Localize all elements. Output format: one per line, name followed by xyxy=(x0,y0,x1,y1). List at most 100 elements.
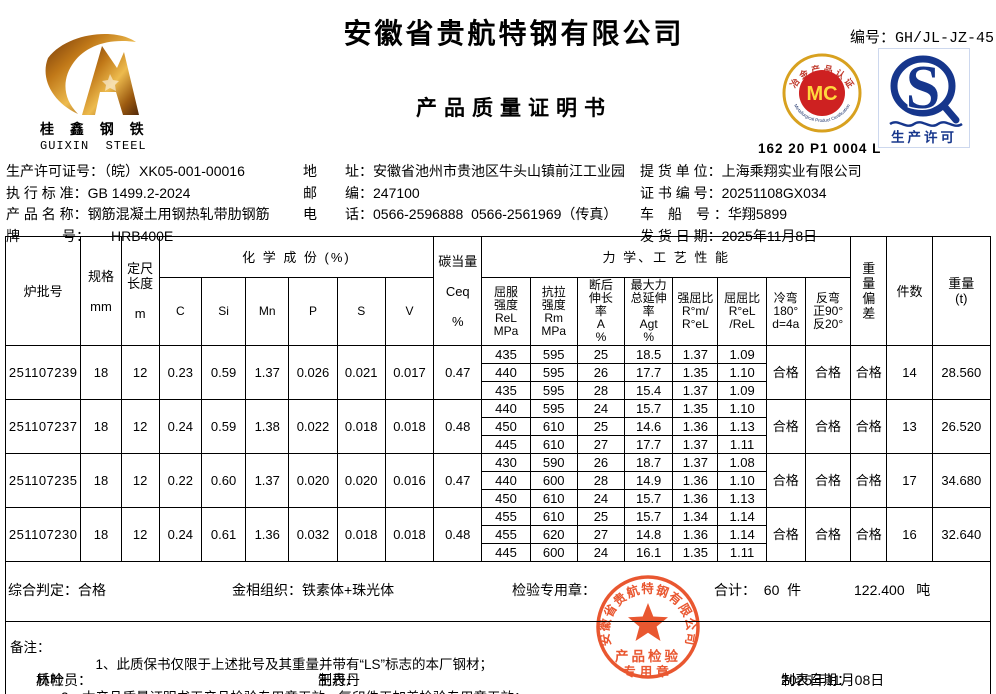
doc-number-value: GH/JL-JZ-45 xyxy=(895,30,995,47)
mech-value: 1.36 xyxy=(672,489,719,508)
chem-si: 0.59 xyxy=(200,345,247,400)
mech-value: 440 xyxy=(481,471,531,490)
mech-value: 1.14 xyxy=(717,525,767,544)
table-row: 251107230 18 12 0.24 0.61 1.36 0.032 0.0… xyxy=(4,507,992,562)
chem-si: 0.61 xyxy=(200,507,247,562)
header-mechanical-group: 力 学、工 艺 性 能 xyxy=(481,236,852,278)
rebend-result: 合格 xyxy=(804,507,852,562)
header-length: 定尺 长度 m xyxy=(120,236,160,346)
mech-value: 450 xyxy=(481,417,531,436)
total-pieces: 合计： 60 件 xyxy=(714,582,802,598)
cold-bend-result: 合格 xyxy=(765,453,806,508)
mech-value: 27 xyxy=(576,525,626,544)
mech-value: 440 xyxy=(481,399,531,418)
header-spec: 规格 mm xyxy=(80,236,122,346)
mech-value: 14.9 xyxy=(624,471,674,490)
mech-value: 455 xyxy=(481,507,531,526)
company-title: 安徽省贵航特钢有限公司 xyxy=(343,19,685,50)
pieces-value: 17 xyxy=(886,453,933,508)
chem-mn: 1.36 xyxy=(245,507,290,562)
header-c: C xyxy=(158,277,202,346)
table-header-row-2: C Si Mn P S V 屈服 强度 ReL MPa 抗拉 强度 Rm MPa… xyxy=(6,277,991,346)
info-standard: 执 行 标 准：GB 1499.2-2024 xyxy=(6,184,191,201)
mech-value: 1.08 xyxy=(717,453,767,472)
mech-value: 1.34 xyxy=(672,507,719,526)
chem-p: 0.026 xyxy=(288,345,338,400)
chem-si: 0.59 xyxy=(200,399,247,454)
mech-value: 430 xyxy=(481,453,531,472)
mech-value: 26 xyxy=(576,453,626,472)
mech-value: 440 xyxy=(481,363,531,382)
table-row: 251107239 18 12 0.23 0.59 1.37 0.026 0.0… xyxy=(4,345,992,400)
chem-s: 0.018 xyxy=(336,507,386,562)
table-header-row-1: 炉批号 规格 mm 定尺 长度 m 化 学 成 份 (%) 碳当量 Ceq % … xyxy=(4,236,992,346)
chem-s: 0.018 xyxy=(336,399,386,454)
mech-value: 1.36 xyxy=(672,525,719,544)
header-agt: 最大力 总延伸 率 Agt % xyxy=(624,277,674,346)
header-rm: 抗拉 强度 Rm MPa xyxy=(529,277,578,346)
header-ratio1: 强屈比 R°m/ R°eL xyxy=(672,277,719,346)
spec-value: 18 xyxy=(80,345,122,400)
ceq-value: 0.47 xyxy=(433,453,483,508)
mech-value: 610 xyxy=(529,507,578,526)
info-cert-number: 证 书 编 号：20251108GX034 xyxy=(640,184,827,201)
weight-dev-result: 合格 xyxy=(850,399,888,454)
mech-value: 26 xyxy=(576,363,626,382)
chem-mn: 1.37 xyxy=(245,345,290,400)
table-row: 251107237 18 12 0.24 0.59 1.38 0.022 0.0… xyxy=(4,399,992,454)
document-title: 产品质量证明书 xyxy=(416,96,612,120)
chem-v: 0.018 xyxy=(384,507,435,562)
mech-value: 595 xyxy=(529,345,578,364)
header-si: Si xyxy=(200,277,247,346)
mech-value: 1.35 xyxy=(672,363,719,382)
mech-value: 14.6 xyxy=(624,417,674,436)
logo-cn-text: 桂 鑫 钢 铁 xyxy=(40,121,150,137)
mech-value: 25 xyxy=(576,417,626,436)
heat-number: 251107235 xyxy=(4,453,82,508)
ceq-value: 0.48 xyxy=(433,507,483,562)
qs-logo-icon: S 生产许可 xyxy=(878,48,970,148)
mech-value: 610 xyxy=(529,435,578,454)
header-heat: 炉批号 xyxy=(4,236,82,346)
chem-p: 0.032 xyxy=(288,507,338,562)
length-value: 12 xyxy=(120,453,160,508)
header-a: 断后 伸长 率 A % xyxy=(576,277,626,346)
mech-value: 24 xyxy=(576,543,626,562)
mech-value: 14.8 xyxy=(624,525,674,544)
mc-certification-logo: 冶 金 产 品 认 证 Metallurgical Product Certif… xyxy=(779,48,865,143)
header-weight: 重量 (t) xyxy=(931,236,992,346)
weight-dev-result: 合格 xyxy=(850,345,888,400)
header-ceq: 碳当量 Ceq % xyxy=(433,236,483,346)
table-row: 455 620 27 14.8 1.36 1.14 xyxy=(6,525,991,544)
pieces-value: 14 xyxy=(886,345,933,400)
svg-text:产品检验: 产品检验 xyxy=(615,648,681,664)
ceq-value: 0.47 xyxy=(433,345,483,400)
doc-number-label: 编号： xyxy=(850,29,896,46)
mech-value: 610 xyxy=(529,417,578,436)
mech-value: 27 xyxy=(576,435,626,454)
chem-p: 0.022 xyxy=(288,399,338,454)
length-value: 12 xyxy=(120,507,160,562)
heat-number: 251107230 xyxy=(4,507,82,562)
info-postcode: 邮 编：247100 xyxy=(303,184,420,201)
notes-lines: 1、此质保书仅限于上述批号及其重量并带有“LS”标志的本厂钢材； 2、本产品质量… xyxy=(51,640,539,694)
weight-dev-result: 合格 xyxy=(850,453,888,508)
info-product-name: 产 品 名 称：钢筋混凝土用钢热轧带肋钢筋 xyxy=(6,206,270,222)
mech-value: 28 xyxy=(576,471,626,490)
info-phone: 电 话：0566-2596888 0566-2561969（传真） xyxy=(303,206,618,222)
mech-value: 1.10 xyxy=(717,399,767,418)
table-row: 445 610 27 17.7 1.37 1.11 xyxy=(6,435,991,454)
chem-v: 0.018 xyxy=(384,399,435,454)
mech-value: 28 xyxy=(576,381,626,400)
pieces-value: 16 xyxy=(886,507,933,562)
info-address: 地 址：安徽省池州市贵池区牛头山镇前江工业园 xyxy=(303,163,625,179)
qs-production-license-logo: S 生产许可 xyxy=(878,48,970,153)
mech-value: 1.36 xyxy=(672,417,719,436)
mech-value: 18.7 xyxy=(624,453,674,472)
overall-judgement: 综合判定：合格 xyxy=(8,582,106,598)
mech-value: 24 xyxy=(576,399,626,418)
chem-c: 0.23 xyxy=(158,345,202,400)
chem-c: 0.24 xyxy=(158,399,202,454)
logo-en-text: GUIXIN STEEL xyxy=(40,139,147,153)
mech-value: 1.36 xyxy=(672,471,719,490)
